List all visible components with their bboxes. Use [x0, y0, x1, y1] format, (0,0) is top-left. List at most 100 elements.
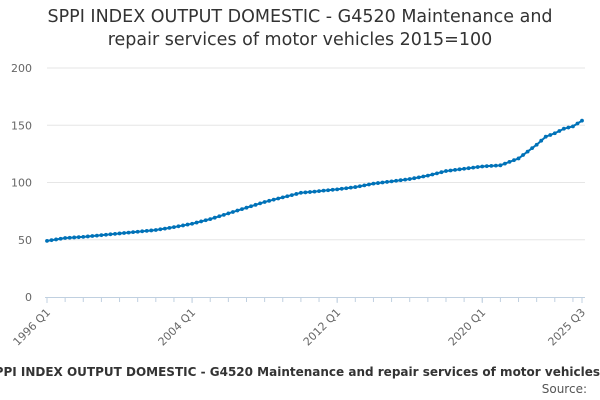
data-point — [167, 225, 172, 230]
data-point — [521, 153, 525, 157]
series-line — [46, 119, 583, 242]
x-tick-label: 2025 Q3 — [546, 306, 589, 349]
data-point — [244, 205, 249, 210]
data-point — [81, 234, 86, 239]
y-tick-label: 0 — [25, 291, 32, 304]
data-point — [489, 164, 494, 168]
data-point — [430, 172, 435, 177]
data-point — [185, 222, 190, 227]
data-point — [258, 201, 262, 206]
data-point — [289, 193, 294, 197]
data-point — [557, 129, 562, 133]
data-point — [285, 194, 290, 199]
data-point — [90, 234, 95, 238]
data-point — [253, 202, 258, 207]
data-point — [371, 181, 376, 186]
data-point — [63, 236, 68, 240]
data-point — [230, 210, 235, 214]
data-point — [498, 163, 503, 168]
data-point — [548, 133, 553, 137]
data-point — [453, 168, 457, 172]
data-point — [208, 217, 213, 222]
data-point — [303, 190, 308, 195]
chart-footer: SPPI INDEX OUTPUT DOMESTIC - G4520 Maint… — [0, 364, 600, 400]
chart-title-line-1: SPPI INDEX OUTPUT DOMESTIC - G4520 Maint… — [47, 7, 553, 27]
data-point — [539, 138, 544, 143]
data-point — [203, 218, 208, 223]
data-point — [466, 166, 471, 171]
data-point — [362, 183, 367, 188]
data-point — [280, 195, 285, 200]
data-point — [380, 180, 385, 185]
data-point — [312, 189, 317, 194]
data-point — [317, 189, 321, 193]
data-point — [122, 231, 126, 235]
data-point — [108, 232, 113, 237]
data-point — [149, 228, 154, 233]
data-point — [135, 229, 140, 234]
data-point — [158, 227, 163, 232]
data-point — [552, 131, 557, 136]
data-point — [67, 235, 72, 240]
data-point — [394, 178, 399, 183]
data-point — [72, 235, 77, 240]
data-point — [530, 146, 535, 151]
data-point — [566, 125, 571, 130]
data-point — [212, 215, 217, 220]
data-point — [421, 174, 426, 179]
data-point — [344, 186, 349, 191]
data-point — [407, 177, 412, 181]
data-point — [235, 208, 240, 213]
data-point — [194, 220, 199, 225]
x-tick-label: 1996 Q1 — [11, 306, 54, 349]
data-point — [49, 238, 54, 243]
data-point — [512, 158, 516, 163]
source-label: Source: — [541, 382, 587, 396]
data-point — [389, 179, 394, 184]
data-point — [162, 226, 167, 231]
data-point — [217, 214, 222, 219]
data-point — [385, 180, 389, 184]
data-point — [58, 236, 63, 241]
data-point — [525, 149, 530, 154]
data-point — [308, 190, 312, 194]
data-point — [335, 187, 340, 192]
data-point — [99, 233, 104, 238]
data-point — [561, 126, 566, 131]
data-point — [435, 171, 439, 176]
data-point — [475, 165, 480, 169]
data-point — [271, 197, 276, 202]
data-point — [113, 231, 117, 236]
x-tick-label: 2020 Q1 — [446, 306, 489, 349]
data-point — [503, 161, 507, 166]
data-point — [321, 188, 326, 193]
data-point — [249, 204, 253, 209]
data-point — [412, 176, 417, 181]
data-point — [104, 232, 108, 237]
chart-title: SPPI INDEX OUTPUT DOMESTIC - G4520 Maint… — [0, 6, 600, 52]
data-point — [76, 235, 81, 240]
data-point — [126, 230, 131, 235]
series-label: SPPI INDEX OUTPUT DOMESTIC - G4520 Maint… — [0, 365, 600, 379]
data-point — [575, 121, 580, 126]
data-point — [457, 167, 462, 172]
data-point — [348, 185, 353, 190]
data-point — [140, 229, 145, 234]
data-point — [153, 228, 158, 232]
data-point — [54, 237, 58, 242]
data-point — [94, 233, 99, 238]
data-point — [172, 225, 176, 230]
data-point — [516, 156, 521, 161]
data-point — [226, 211, 231, 216]
data-point — [221, 212, 226, 217]
data-point — [493, 163, 498, 168]
data-point — [267, 198, 272, 203]
data-point — [425, 173, 430, 178]
data-point — [190, 221, 194, 226]
data-point — [131, 230, 136, 235]
data-point — [507, 159, 512, 164]
y-tick-label: 150 — [11, 119, 32, 132]
data-point — [480, 164, 485, 169]
data-point — [199, 219, 204, 224]
data-point — [176, 224, 181, 229]
